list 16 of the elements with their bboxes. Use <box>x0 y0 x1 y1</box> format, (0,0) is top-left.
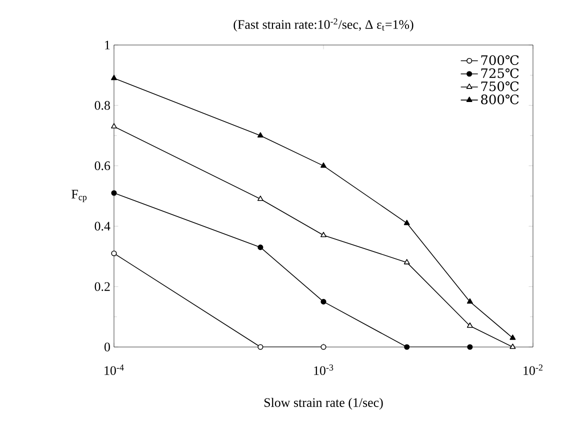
legend-label: 750℃ <box>481 81 519 92</box>
y-tick-label: 0.2 <box>94 282 110 292</box>
chart-title: (Fast strain rate:10$^{-2}$/sec, Δ ε$_{t}$=1%) <box>234 18 414 32</box>
y-tick-label: 0.8 <box>94 101 110 110</box>
x-tick-label: 10$^{-3}$ <box>314 364 334 375</box>
y-tick-label: 1 <box>105 40 110 50</box>
x-tick-label: 10$^{-2}$ <box>524 364 542 375</box>
y-tick-label: 0 <box>104 342 110 352</box>
y-tick-label: 0.4 <box>94 222 110 231</box>
legend-label: 700℃ <box>481 55 519 66</box>
x-tick-label: 10$^{-4}$ <box>104 364 124 375</box>
x-axis-title: Slow strain rate (1/sec) <box>264 398 383 410</box>
y-axis-title: F$_{cp}$ <box>72 190 87 202</box>
y-tick-label: 0.6 <box>94 161 110 170</box>
legend-label: 800℃ <box>481 94 519 104</box>
legend-label: 725℃ <box>481 68 519 78</box>
